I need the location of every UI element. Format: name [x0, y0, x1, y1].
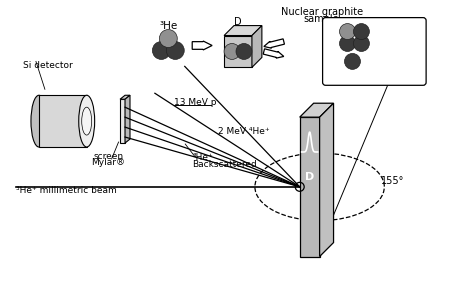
- Circle shape: [339, 24, 356, 39]
- Polygon shape: [319, 103, 334, 257]
- Text: ³He⁺ millimetric beam: ³He⁺ millimetric beam: [16, 186, 117, 195]
- Polygon shape: [125, 95, 130, 143]
- Circle shape: [166, 42, 184, 60]
- Text: D: D: [234, 17, 242, 27]
- Text: p: p: [385, 55, 393, 68]
- Bar: [120, 99, 125, 143]
- Polygon shape: [224, 26, 262, 36]
- Ellipse shape: [82, 107, 91, 135]
- Text: ⁴He: ⁴He: [386, 33, 406, 42]
- Text: 155°: 155°: [381, 176, 405, 186]
- Ellipse shape: [31, 95, 47, 147]
- Polygon shape: [263, 49, 284, 58]
- Text: 13 MeV p: 13 MeV p: [174, 98, 217, 107]
- Bar: [39, 95, 87, 147]
- Circle shape: [236, 43, 252, 60]
- Polygon shape: [252, 26, 262, 67]
- Circle shape: [339, 36, 356, 51]
- Polygon shape: [192, 41, 212, 50]
- Ellipse shape: [79, 95, 95, 147]
- Text: Nuclear graphite: Nuclear graphite: [281, 7, 363, 17]
- Text: sample: sample: [304, 13, 339, 24]
- Text: D: D: [305, 172, 314, 182]
- Circle shape: [153, 42, 170, 60]
- Text: Backscattered: Backscattered: [192, 160, 257, 169]
- Text: Si detector: Si detector: [23, 61, 73, 70]
- Text: ³He⁺: ³He⁺: [192, 153, 213, 162]
- Polygon shape: [300, 103, 334, 117]
- Polygon shape: [120, 95, 130, 99]
- Polygon shape: [264, 39, 284, 48]
- Bar: [224, 36, 252, 67]
- Circle shape: [159, 30, 177, 48]
- Circle shape: [345, 54, 360, 69]
- FancyBboxPatch shape: [323, 18, 426, 85]
- Text: screen: screen: [93, 152, 124, 161]
- Text: Mylar®: Mylar®: [91, 158, 126, 167]
- Circle shape: [224, 43, 240, 60]
- Text: ³He: ³He: [159, 21, 177, 30]
- Text: 2 MeV ⁴He⁺: 2 MeV ⁴He⁺: [218, 126, 270, 135]
- Circle shape: [354, 36, 369, 51]
- Bar: [300, 117, 319, 257]
- Circle shape: [354, 24, 369, 39]
